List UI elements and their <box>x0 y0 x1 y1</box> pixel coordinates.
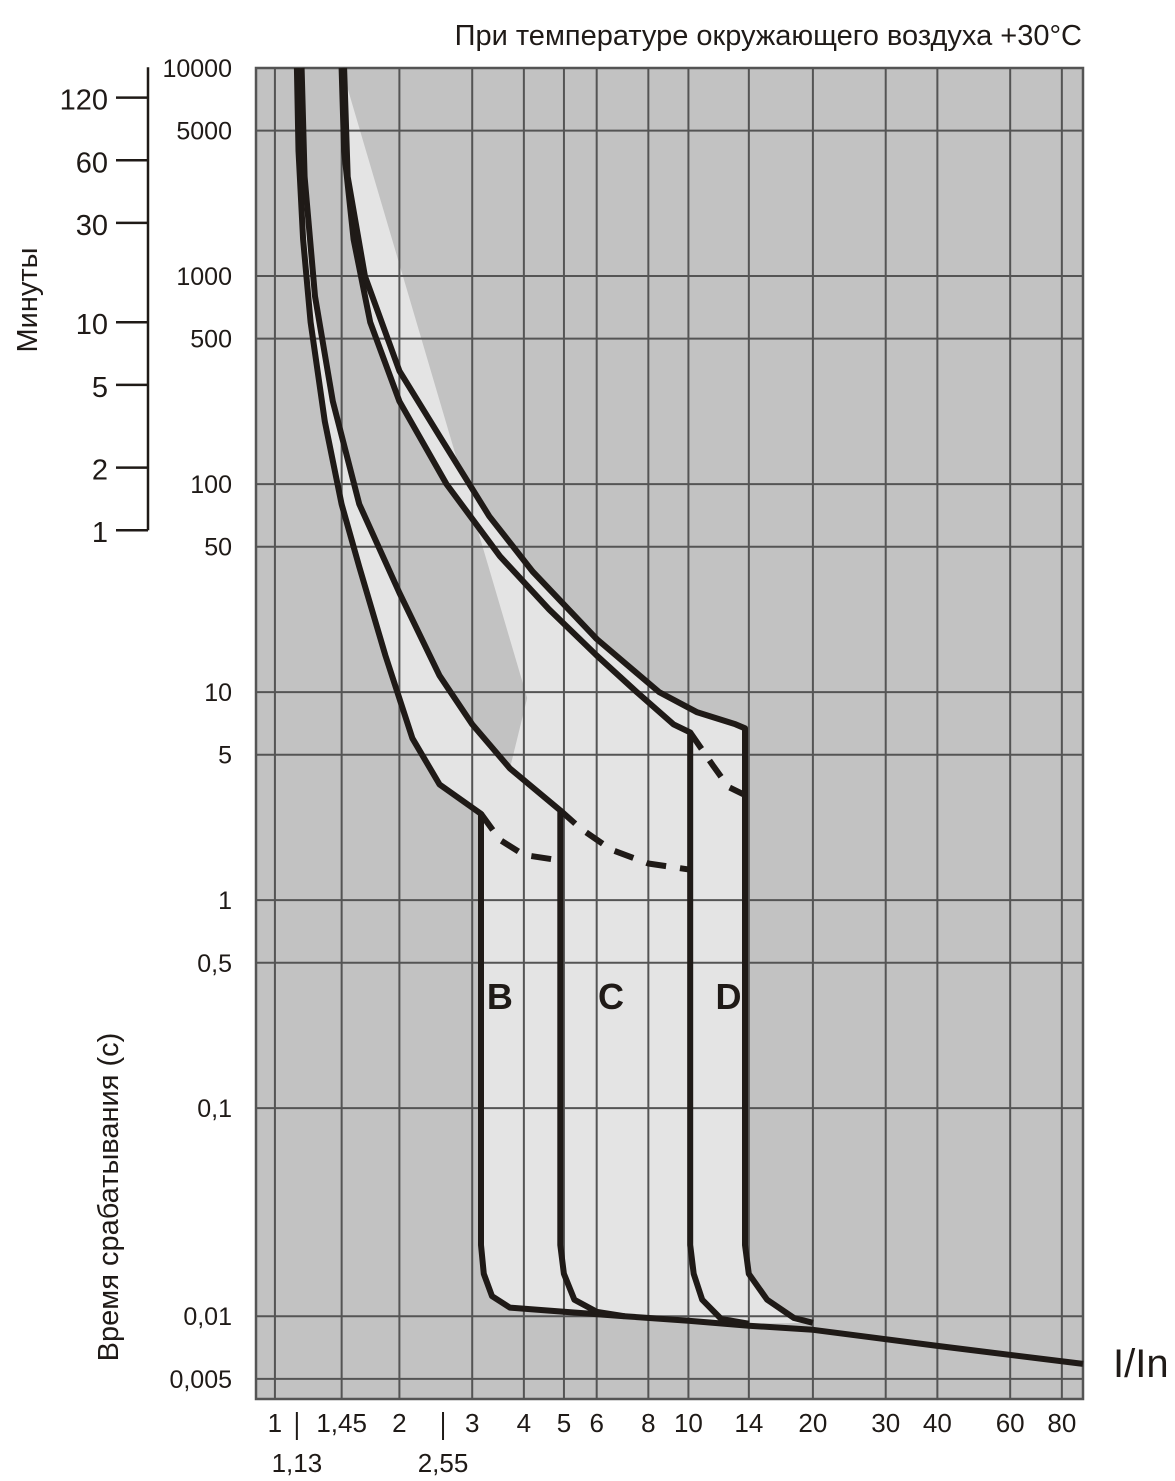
x-tick-label: 2,55 <box>418 1448 469 1478</box>
y-tick-label: 5 <box>218 742 232 770</box>
x-tick-label: 40 <box>923 1408 952 1438</box>
y-tick-labels: 10000 5000 1000 500 100 50 10 5 1 0,5 0,1 0,01 0,005 <box>162 55 232 1394</box>
grid-lines <box>254 66 1085 1401</box>
minutes-tick-label: 5 <box>92 372 108 404</box>
band-fill <box>341 68 813 1324</box>
dashed-curve <box>558 808 691 873</box>
trip-curves <box>293 67 1084 1367</box>
x-tick-label: 80 <box>1047 1408 1076 1438</box>
x-tick-label: 30 <box>871 1408 900 1438</box>
trip-curve <box>298 67 625 1320</box>
x-tick-label: 1,45 <box>316 1408 367 1438</box>
x-tick-label: 3 <box>465 1408 479 1438</box>
chart-title: При температуре окружающего воздуха +30°… <box>455 20 1082 52</box>
y-tick-label: 500 <box>190 326 232 354</box>
y-tick-label: 5000 <box>176 118 232 146</box>
x-tick-label: 1 <box>268 1408 282 1438</box>
y-tick-label: 100 <box>190 471 232 499</box>
minutes-tick-label: 10 <box>76 309 108 341</box>
y-tick-label: 1 <box>218 887 232 915</box>
x-tick-labels: 1 1,13 1,45 2 2,55 3 4 5 6 8 10 14 20 30 40 60 80 <box>268 1408 1077 1478</box>
x-tick-label: 14 <box>734 1408 763 1438</box>
x-tick-label: 5 <box>557 1408 571 1438</box>
y-tick-label: 10 <box>204 679 232 707</box>
minutes-tick-label: 60 <box>76 147 108 179</box>
band-label: B <box>487 976 513 1017</box>
x-tick-label: 4 <box>517 1408 531 1438</box>
dashed-curve <box>478 812 561 864</box>
y-tick-label: 1000 <box>176 263 232 291</box>
plot-border <box>254 66 1085 1401</box>
dashed-curve <box>687 730 747 798</box>
minutes-axis-label: Минуты <box>12 248 44 353</box>
y-tick-label: 0,01 <box>183 1303 232 1331</box>
minutes-tick-label: 1 <box>92 517 108 549</box>
band-label: C <box>598 976 624 1017</box>
x-tick-label: 6 <box>589 1408 603 1438</box>
minutes-tick-label: 2 <box>92 455 108 487</box>
band-labels: B C D <box>487 976 742 1017</box>
y-tick-label: 0,005 <box>169 1366 232 1394</box>
trip-curve <box>338 67 750 1327</box>
y-tick-label: 0,5 <box>197 950 232 978</box>
x-tick-label: 10 <box>674 1408 703 1438</box>
y-tick-label: 50 <box>204 534 232 562</box>
y-axis-label: Время срабатывания (с) <box>93 1033 125 1362</box>
x-tick-label: 60 <box>996 1408 1025 1438</box>
minutes-tick-label: 30 <box>76 210 108 242</box>
x-tick-label: 1,13 <box>272 1448 323 1478</box>
minutes-tick-label: 120 <box>60 85 108 117</box>
band-fill <box>341 68 691 1245</box>
x-axis-label: I/In <box>1113 1342 1169 1386</box>
trip-curve <box>341 67 814 1326</box>
band-label: D <box>715 976 741 1017</box>
y-tick-label: 10000 <box>162 55 232 83</box>
x-tick-label: 20 <box>798 1408 827 1438</box>
band-fill <box>296 68 625 1317</box>
minutes-axis: 120 60 30 10 5 2 1 <box>60 67 150 549</box>
x-tick-label: 8 <box>641 1408 655 1438</box>
y-tick-label: 0,1 <box>197 1095 232 1123</box>
x-tick-label: 2 <box>392 1408 406 1438</box>
trip-curve <box>293 67 1084 1367</box>
